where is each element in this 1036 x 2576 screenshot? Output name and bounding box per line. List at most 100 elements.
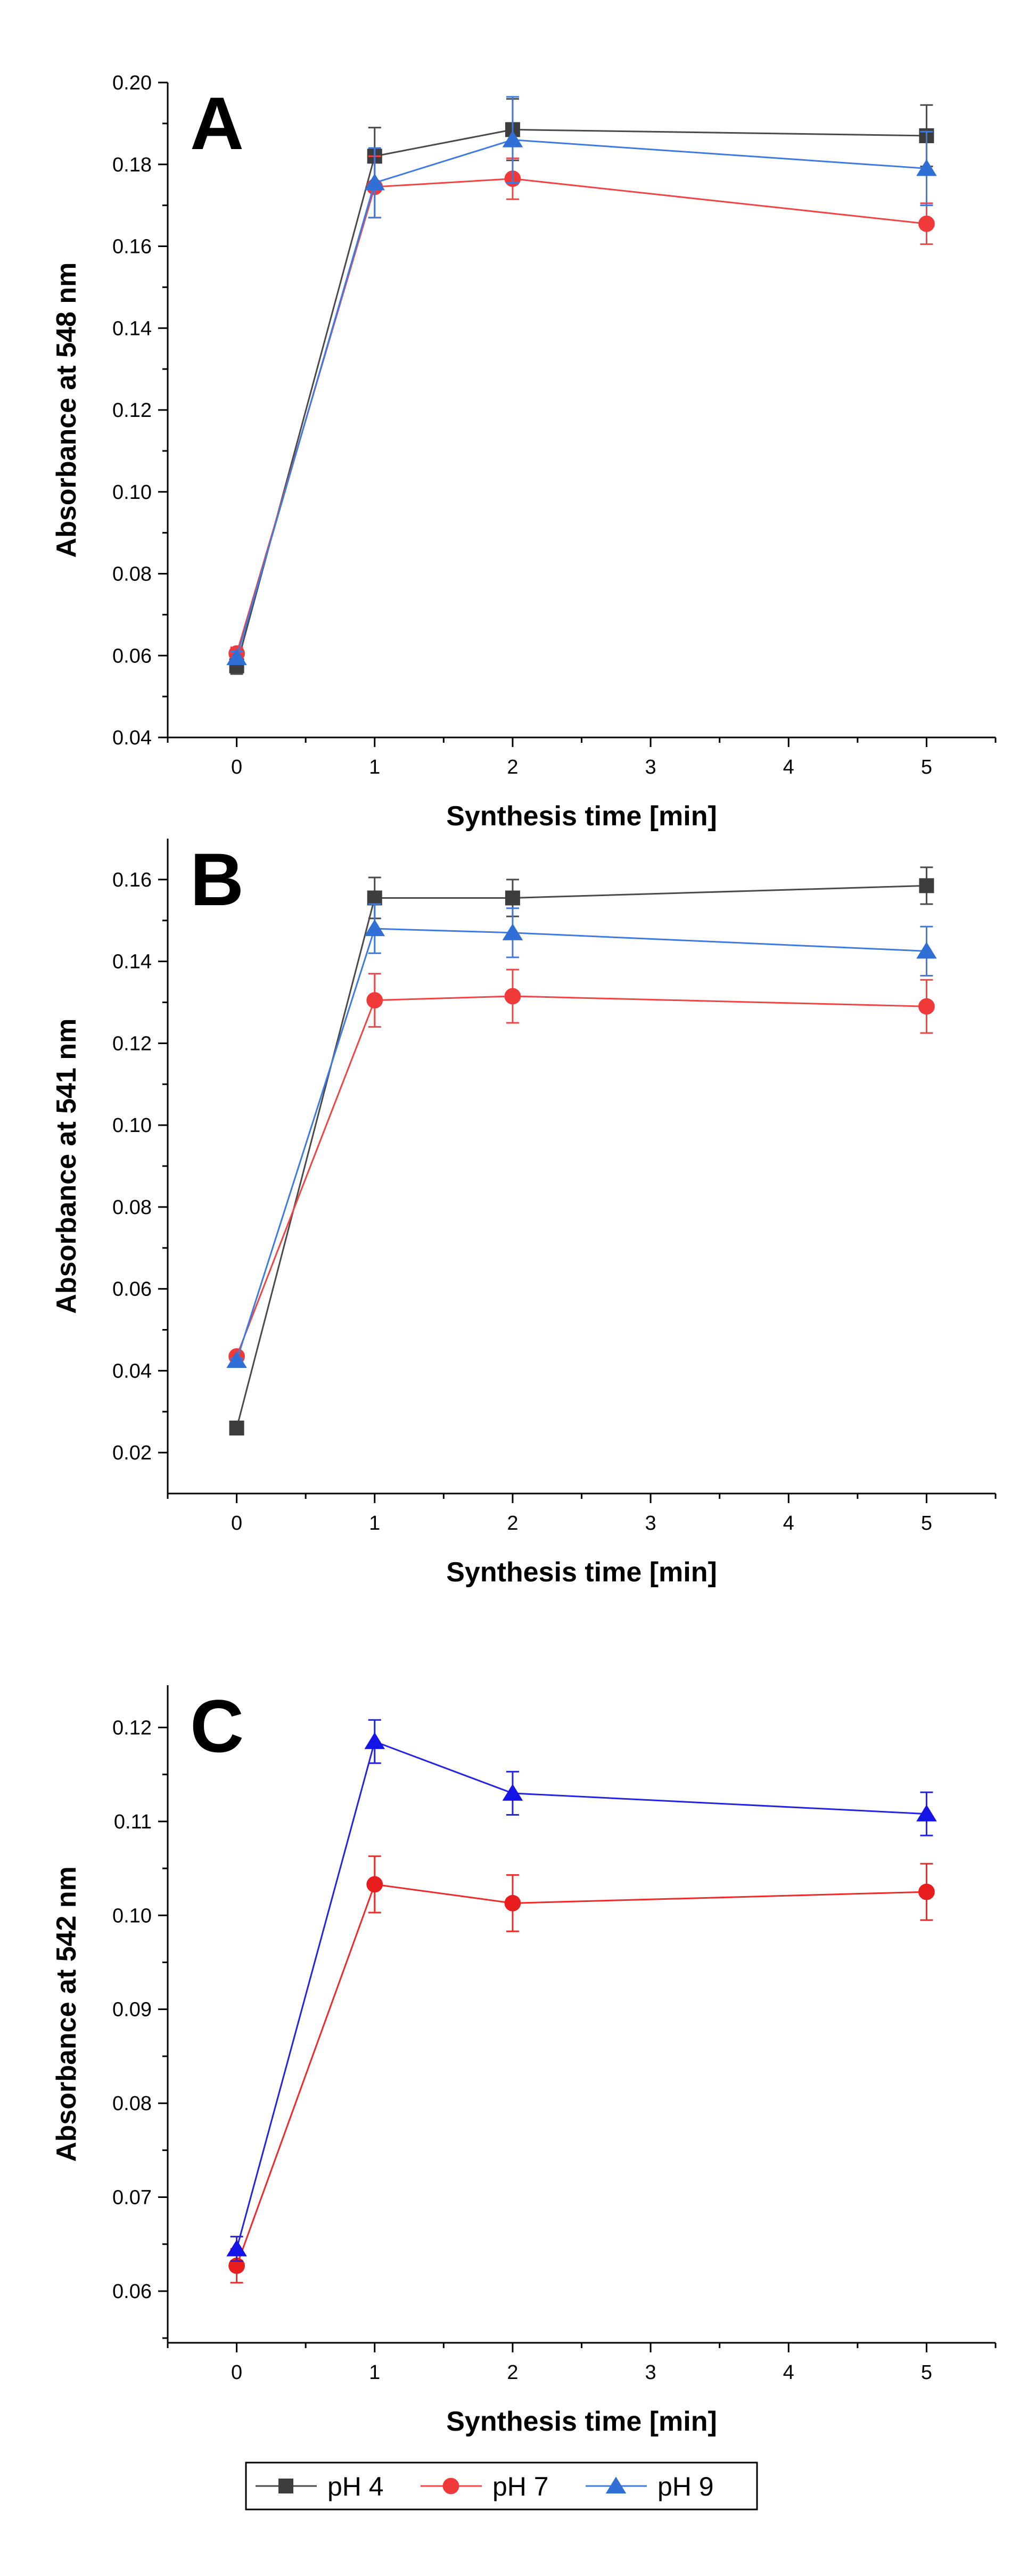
data-point-ph7: [366, 1876, 383, 1893]
y-tick-label: 0.09: [112, 1999, 152, 2021]
y-tick-label: 0.14: [112, 317, 152, 340]
series-ph4: [229, 98, 934, 675]
x-tick-label: 1: [369, 756, 380, 778]
data-point-ph9: [502, 923, 523, 940]
chart-panel-c: 0.06 0.07 0.08 0.09 0.10 0.11 0.12 0 1 2 3 4 5 Synthe…: [51, 1684, 997, 2437]
y-tick-label: 0.04: [112, 727, 152, 749]
y-tick-label: 0.12: [112, 1717, 152, 1739]
series-ph9: [226, 96, 937, 666]
legend-marker: [278, 2479, 293, 2493]
y-axis-label: Absorbance at 542 nm: [51, 1866, 82, 2162]
y-tick-label: 0.10: [112, 1905, 152, 1927]
series-line: [236, 128, 927, 666]
x-tick-label: 0: [231, 756, 242, 778]
series-ph7: [228, 969, 935, 1365]
y-tick-label: 0.12: [112, 1032, 152, 1055]
x-axis-label: Synthesis time [min]: [446, 801, 717, 832]
y-tick-label: 0.10: [112, 481, 152, 504]
x-axis-label: Synthesis time [min]: [446, 2406, 717, 2437]
data-point-ph9: [502, 1784, 523, 1801]
x-tick-label: 2: [507, 2361, 518, 2384]
legend-label: pH 7: [492, 2472, 549, 2501]
data-point-ph9: [226, 648, 247, 666]
panel-label: C: [190, 1684, 244, 1768]
x-tick-label: 5: [921, 756, 932, 778]
data-point-ph7: [504, 1894, 521, 1912]
y-tick-label: 0.11: [114, 1811, 152, 1833]
y-tick-label: 0.10: [112, 1114, 152, 1137]
x-tick-label: 1: [369, 1512, 380, 1535]
data-point-ph4: [919, 878, 934, 893]
data-point-ph4: [505, 890, 520, 906]
y-tick-label: 0.08: [112, 563, 152, 586]
panel-label: B: [190, 838, 244, 921]
series-ph9: [226, 903, 937, 1368]
y-tick-label: 0.06: [112, 645, 152, 667]
x-tick-label: 2: [507, 1512, 518, 1535]
x-tick-label: 4: [783, 2361, 794, 2384]
series-line: [236, 884, 927, 1429]
y-tick-label: 0.16: [112, 236, 152, 258]
series-line: [236, 928, 927, 1361]
legend-box: [245, 2462, 758, 2511]
y-axis-label: Absorbance at 541 nm: [51, 1019, 82, 1314]
data-point-ph9: [502, 130, 523, 147]
data-point-ph9: [364, 1732, 385, 1749]
series-ph9: [226, 1719, 937, 2262]
data-point-ph7: [918, 1883, 935, 1900]
data-point-ph9: [916, 941, 937, 959]
series-line: [236, 178, 927, 654]
series-line: [236, 1740, 927, 2249]
y-tick-label: 0.14: [112, 951, 152, 973]
data-point-ph7: [504, 988, 521, 1005]
data-point-ph9: [364, 173, 385, 191]
data-point-ph9: [916, 1804, 937, 1822]
data-point-ph7: [918, 215, 935, 232]
y-tick-label: 0.18: [112, 154, 152, 176]
chart-panel-a: 0.04 0.06 0.08 0.10 0.12 0.14 0.16 0.18 0.20 0 1 2 3…: [51, 72, 997, 832]
legend-marker: [605, 2476, 627, 2493]
legend-marker: [442, 2477, 459, 2495]
x-tick-label: 3: [645, 2361, 656, 2384]
series-ph7: [228, 155, 935, 662]
data-point-ph7: [918, 998, 935, 1015]
y-tick-label: 0.06: [112, 1278, 152, 1301]
data-point-ph9: [226, 2239, 247, 2257]
y-tick-label: 0.16: [112, 869, 152, 891]
data-point-ph4: [367, 890, 382, 906]
y-axis-label: Absorbance at 548 nm: [51, 262, 82, 558]
x-tick-label: 5: [921, 2361, 932, 2384]
y-tick-label: 0.02: [112, 1442, 152, 1464]
series-ph4: [229, 866, 934, 1435]
y-tick-label: 0.08: [112, 2093, 152, 2115]
legend-label: pH 9: [657, 2472, 714, 2501]
data-point-ph4: [229, 1421, 244, 1435]
series-line: [236, 1883, 927, 2266]
x-tick-label: 0: [231, 1512, 242, 1535]
x-tick-label: 2: [507, 756, 518, 778]
data-point-ph9: [916, 159, 937, 176]
y-tick-label: 0.08: [112, 1196, 152, 1219]
legend-item-ph7: pH 7: [421, 2472, 549, 2501]
x-tick-label: 0: [231, 2361, 242, 2384]
x-tick-label: 3: [645, 756, 656, 778]
y-tick-label: 0.20: [112, 72, 152, 94]
legend-item-ph4: pH 4: [256, 2472, 384, 2501]
y-tick-label: 0.07: [112, 2187, 152, 2209]
data-point-ph7: [366, 992, 383, 1009]
y-tick-label: 0.12: [112, 399, 152, 422]
legend: pH 4 pH 7 pH 9: [245, 2462, 758, 2511]
y-tick-label: 0.06: [112, 2280, 152, 2303]
data-point-ph9: [364, 919, 385, 937]
data-point-ph9: [226, 1351, 247, 1368]
x-tick-label: 4: [783, 1512, 794, 1535]
series-ph7: [228, 1855, 935, 2284]
legend-item-ph9: pH 9: [586, 2472, 714, 2501]
series-line: [236, 995, 927, 1357]
series-line: [236, 139, 927, 658]
y-tick-label: 0.04: [112, 1360, 152, 1382]
chart-panel-b: 0.02 0.04 0.06 0.08 0.10 0.12 0.14 0.16 0 1 2 3 4 5 Sy…: [51, 838, 997, 1588]
x-tick-label: 5: [921, 1512, 932, 1535]
x-axis-label: Synthesis time [min]: [446, 1557, 717, 1588]
